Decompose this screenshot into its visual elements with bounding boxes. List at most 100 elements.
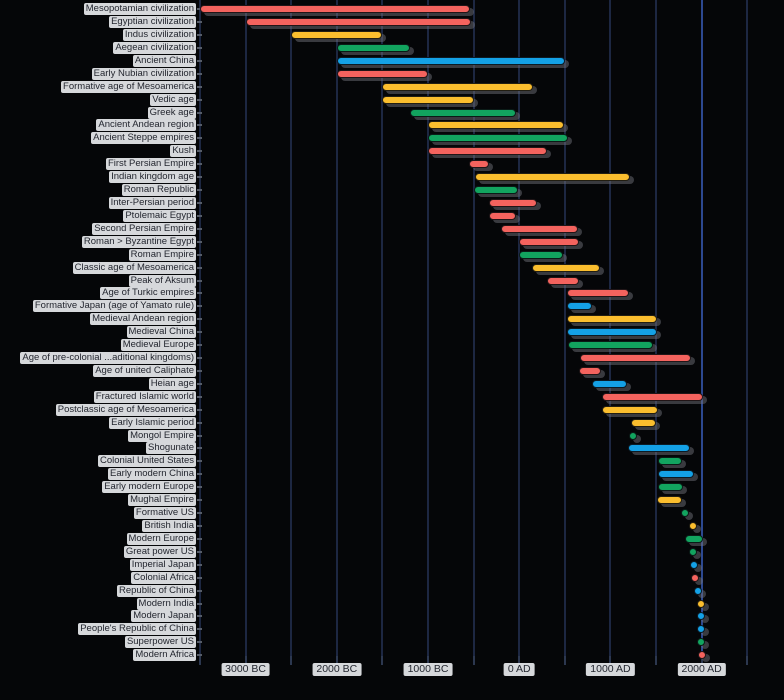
x-axis-tick xyxy=(381,656,384,665)
y-axis-tick xyxy=(196,525,202,527)
y-axis-tick xyxy=(196,512,202,515)
timeline-bar xyxy=(627,444,690,453)
timeline-bar xyxy=(602,405,658,414)
y-axis-tick xyxy=(196,279,202,282)
gridline xyxy=(746,0,749,658)
x-axis-label: 0 AD xyxy=(503,663,535,676)
timeline-bar xyxy=(500,224,579,233)
timeline-bar xyxy=(568,341,654,350)
y-axis-tick xyxy=(196,72,202,75)
y-axis-tick xyxy=(196,266,202,269)
y-axis-tick xyxy=(196,499,202,502)
timeline-bar xyxy=(579,366,602,375)
timeline-bar xyxy=(566,302,593,311)
y-axis-tick xyxy=(196,421,202,424)
row-label: Indian kingdom age xyxy=(109,171,196,184)
row-label: Inter-Persian period xyxy=(108,197,196,209)
timeline-bar xyxy=(656,496,683,505)
row-label: Modern Europe xyxy=(126,532,196,545)
y-axis-tick xyxy=(196,111,202,114)
x-axis-tick xyxy=(746,656,749,665)
y-axis-tick xyxy=(196,589,202,592)
y-axis-tick xyxy=(196,8,202,11)
y-axis-tick xyxy=(196,227,202,230)
gridline xyxy=(427,0,430,658)
y-axis-tick xyxy=(196,473,202,476)
row-label: Second Persian Empire xyxy=(92,222,196,235)
row-label: Age of Turkic empires xyxy=(100,287,196,300)
timeline-bar xyxy=(531,263,601,272)
y-axis-tick xyxy=(196,576,202,579)
timeline-bar xyxy=(657,483,684,492)
y-axis-tick xyxy=(196,137,202,140)
x-axis-tick xyxy=(472,656,475,665)
row-label: Medieval China xyxy=(126,326,196,339)
timeline-bar xyxy=(200,5,470,14)
row-label: First Persian Empire xyxy=(105,158,196,171)
y-axis-tick xyxy=(196,292,202,295)
row-label: Mughal Empire xyxy=(128,494,196,507)
x-axis-label: 1000 AD xyxy=(586,663,635,676)
y-axis-tick xyxy=(196,214,202,217)
row-label: Great power US xyxy=(123,545,196,558)
row-label: Roman Empire xyxy=(128,248,196,261)
y-axis-tick xyxy=(196,124,202,127)
timeline-bar xyxy=(696,599,705,608)
row-label: Ptolemaic Egypt xyxy=(123,209,196,222)
timeline-bar xyxy=(519,250,563,259)
x-axis-label: 3000 BC xyxy=(221,663,271,676)
row-label: Modern Japan xyxy=(131,610,196,623)
y-axis-tick xyxy=(196,331,202,334)
timeline-bar xyxy=(291,31,383,40)
timeline-bar xyxy=(428,121,564,130)
y-axis-tick xyxy=(196,150,202,153)
timeline-bar xyxy=(336,56,565,65)
row-label: Colonial Africa xyxy=(131,571,196,584)
y-axis-tick xyxy=(196,189,202,192)
row-label: Egyptian civilization xyxy=(109,16,196,29)
x-axis-label: 2000 BC xyxy=(312,663,362,676)
timeline-bar xyxy=(602,392,704,401)
row-label: Shogunate xyxy=(146,442,196,455)
x-axis-tick xyxy=(655,656,658,665)
gridline xyxy=(381,0,384,658)
y-axis-tick xyxy=(196,563,202,566)
timeline-bar xyxy=(245,18,471,27)
row-label: Heian age xyxy=(148,377,196,390)
x-axis-tick xyxy=(700,656,703,665)
row-label: Superpower US xyxy=(124,636,196,649)
row-label: Kush xyxy=(170,145,196,158)
row-label: Fractured Islamic world xyxy=(93,390,196,403)
y-axis-tick xyxy=(196,382,202,385)
timeline-bar xyxy=(566,289,629,298)
timeline-bar xyxy=(697,651,706,660)
y-axis-tick xyxy=(196,460,202,463)
row-label: Age of united Caliphate xyxy=(93,364,196,377)
timeline-bar xyxy=(382,95,474,104)
y-axis-tick xyxy=(196,357,202,360)
timeline-bar xyxy=(428,147,548,156)
y-axis-tick xyxy=(196,34,202,37)
row-label: Classic age of Mesoamerica xyxy=(72,261,196,274)
timeline-bar xyxy=(690,573,699,582)
row-label: Aegean civilization xyxy=(113,41,196,54)
row-label: Mongol Empire xyxy=(128,429,196,442)
y-axis-tick xyxy=(196,85,202,88)
row-label: Early modern Europe xyxy=(102,481,196,494)
today-line xyxy=(701,0,704,658)
x-axis-tick xyxy=(290,656,293,665)
gridline xyxy=(335,0,338,658)
y-axis-tick xyxy=(196,654,202,657)
timeline-bar xyxy=(382,82,533,91)
row-label: Greek age xyxy=(147,106,196,119)
timeline-bar xyxy=(336,43,410,52)
y-axis-tick xyxy=(196,305,202,308)
row-label: Postclassic age of Mesoamerica xyxy=(55,403,196,416)
row-label: Roman Republic xyxy=(121,184,196,197)
y-axis-tick xyxy=(196,344,202,347)
timeline-bar xyxy=(566,315,657,324)
timeline-bar xyxy=(469,160,490,169)
x-axis-tick xyxy=(518,656,521,665)
timeline-bar xyxy=(473,186,519,195)
